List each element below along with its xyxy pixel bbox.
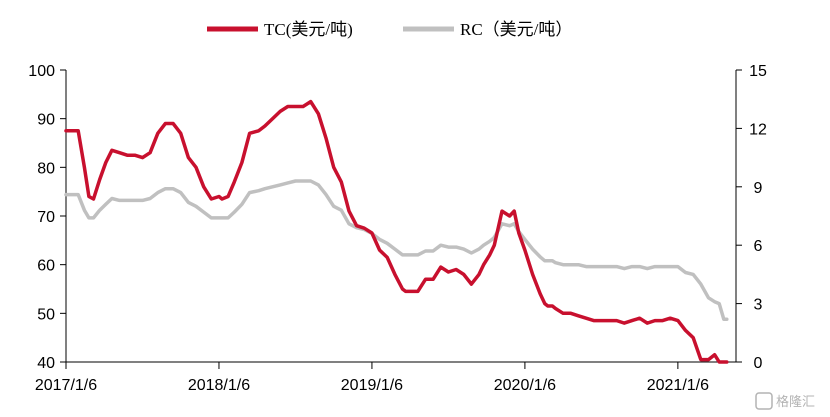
legend: TC(美元/吨) RC（美元/吨） <box>207 20 572 39</box>
left-tick-label: 100 <box>28 63 55 80</box>
x-tick-label: 2018/1/6 <box>188 377 250 394</box>
left-tick-label: 60 <box>37 258 55 275</box>
watermark-text: 格隆汇 <box>776 394 815 410</box>
left-tick-label: 50 <box>37 306 55 323</box>
left-tick-label: 80 <box>37 160 55 177</box>
right-y-ticks: 0 3 6 9 12 15 <box>736 63 767 372</box>
series-line-tc <box>64 99 729 364</box>
watermark-logo-icon <box>755 392 773 410</box>
right-tick-label: 0 <box>754 355 763 372</box>
x-tick-label: 2021/1/6 <box>647 377 709 394</box>
left-tick-label: 70 <box>37 209 55 226</box>
right-tick-label: 6 <box>754 238 763 255</box>
x-tick-label: 2020/1/6 <box>494 377 556 394</box>
right-tick-label: 3 <box>754 297 763 314</box>
series-layer <box>64 99 729 364</box>
x-tick-label: 2017/1/6 <box>35 377 97 394</box>
right-tick-label: 9 <box>754 180 763 197</box>
series-line-rc <box>64 179 729 321</box>
left-y-ticks: 40 50 60 70 80 90 100 <box>28 63 66 372</box>
right-tick-label: 12 <box>749 121 767 138</box>
watermark: 格隆汇 <box>755 392 815 410</box>
right-tick-label: 15 <box>749 63 767 80</box>
legend-label-rc: RC（美元/吨） <box>460 20 572 39</box>
x-tick-label: 2019/1/6 <box>341 377 403 394</box>
left-tick-label: 40 <box>37 355 55 372</box>
x-ticks: 2017/1/6 2018/1/6 2019/1/6 2020/1/6 2021/1/6 <box>35 362 709 394</box>
legend-label-tc: TC(美元/吨) <box>264 20 353 39</box>
left-tick-label: 90 <box>37 112 55 129</box>
